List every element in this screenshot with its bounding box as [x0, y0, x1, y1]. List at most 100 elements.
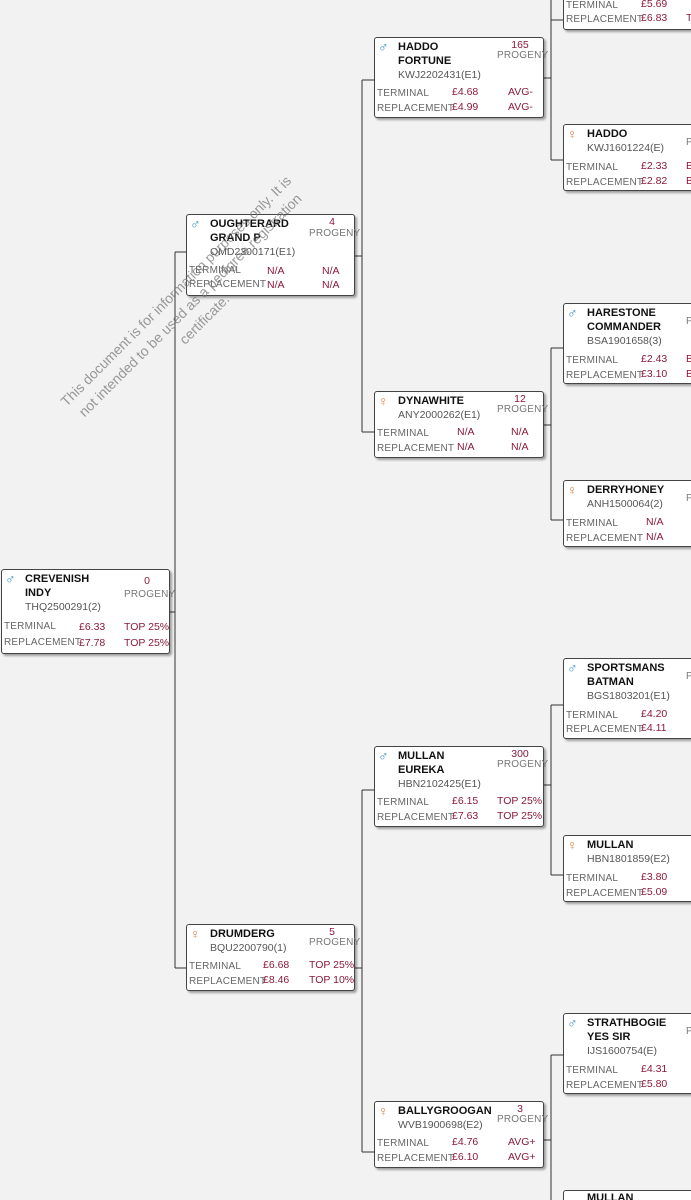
terminal-rank: TOP 25% [309, 959, 355, 971]
animal-card-drumderg[interactable]: ♀ DRUMDERG BQU2200790(1) 5 PROGENY TERMI… [186, 924, 360, 991]
terminal-label: TERMINAL [377, 88, 430, 99]
female-icon: ♀ [190, 926, 201, 942]
progeny-label: PROGENY [497, 50, 549, 61]
animal-name: MULLAN EUREKA [398, 750, 445, 776]
terminal-value: £4.20 [641, 708, 668, 720]
terminal-rank: N/A [322, 265, 340, 277]
progeny-count: 3 [517, 1103, 523, 1115]
terminal-label: TERMINAL [566, 0, 619, 11]
progeny-count: 4 [329, 216, 335, 228]
animal-card-derryhoney[interactable]: ♀ DERRYHONEY ANH1500064(2) P TERMINAL N/… [563, 480, 691, 547]
herd-number: ANH1500064(2) [587, 498, 663, 510]
terminal-value: £6.15 [452, 795, 479, 807]
animal-name: DRUMDERG [210, 928, 275, 940]
progeny-label-partial: P [686, 1026, 691, 1037]
animal-name: HADDO FORTUNE [398, 41, 452, 67]
animal-card-sportsmans-batman[interactable]: ♂ SPORTSMANS BATMAN BGS1803201(E1) P TER… [563, 658, 691, 739]
replacement-value: N/A [267, 279, 285, 291]
replacement-value: £2.82 [641, 175, 668, 187]
terminal-label: TERMINAL [566, 162, 619, 173]
replacement-value: £3.10 [641, 368, 668, 380]
replacement-label: REPLACEMENT [377, 103, 455, 114]
replacement-rank: AVG+ [508, 1151, 536, 1163]
replacement-label: REPLACEMENT [377, 443, 455, 454]
terminal-label: TERMINAL [566, 1065, 619, 1076]
progeny-label-partial: P [686, 493, 691, 504]
animal-card-oughterard-grand[interactable]: ♂ OUGHTERARD GRAND P OMD2300171(E1) 4 PR… [186, 214, 360, 296]
animal-card-harestone-commander[interactable]: ♂ HARESTONE COMMANDER BSA1901658(3) P TE… [563, 303, 691, 384]
terminal-label: TERMINAL [377, 428, 430, 439]
animal-card-ballygroogan[interactable]: ♀ BALLYGROOGAN WVB1900698(E2) 3 PROGENY … [374, 1101, 548, 1168]
replacement-label: REPLACEMENT [566, 888, 644, 899]
terminal-rank: N/A [511, 426, 529, 438]
terminal-label: TERMINAL [566, 873, 619, 884]
replacement-rank: N/A [322, 279, 340, 291]
animal-card-mullan-eureka[interactable]: ♂ MULLAN EUREKA HBN2102425(E1) 300 PROGE… [374, 746, 548, 827]
terminal-rank: B [686, 160, 691, 172]
terminal-value: £4.76 [452, 1136, 479, 1148]
herd-number: BSA1901658(3) [587, 335, 662, 347]
animal-card-strathbogie-yes-sir[interactable]: ♂ STRATHBOGIE YES SIR IJS1600754(E) P TE… [563, 1013, 691, 1094]
terminal-value: £4.68 [452, 86, 479, 98]
replacement-value: £6.10 [452, 1151, 479, 1163]
herd-number: OMD2300171(E1) [210, 246, 296, 258]
replacement-rank: AVG- [508, 101, 533, 113]
progeny-label-partial: P [686, 671, 691, 682]
replacement-label: REPLACEMENT [566, 14, 644, 25]
animal-card-haddo[interactable]: ♀ HADDO KWJ1601224(E) P TERMINAL £2.33 B… [563, 124, 691, 191]
terminal-rank: TOP 25% [497, 795, 543, 807]
replacement-label: REPLACEMENT [377, 812, 455, 823]
replacement-rank: T [686, 12, 691, 24]
replacement-label: REPLACEMENT [566, 1080, 644, 1091]
animal-card-crevenish-indy[interactable]: ♂ CREVENISH INDY THQ2500291(2) 0 PROGENY… [1, 569, 175, 654]
replacement-value: £8.46 [263, 974, 290, 986]
herd-number: IJS1600754(E) [587, 1045, 658, 1057]
replacement-rank: TOP 10% [309, 974, 355, 986]
animal-card-mullan-bottom[interactable]: MULLAN [563, 1190, 691, 1200]
female-icon: ♀ [567, 837, 578, 853]
animal-card-dynawhite[interactable]: ♀ DYNAWHITE ANY2000262(E1) 12 PROGENY TE… [374, 391, 548, 458]
animal-name: MULLAN [587, 839, 634, 851]
terminal-label: TERMINAL [377, 1138, 430, 1149]
replacement-value: £4.11 [641, 722, 667, 734]
herd-number: KWJ1601224(E) [587, 142, 665, 154]
animal-card-haddo-fortune[interactable]: ♂ HADDO FORTUNE KWJ2202431(E1) 165 PROGE… [374, 37, 548, 118]
progeny-count: 0 [144, 575, 150, 587]
terminal-rank: AVG- [508, 86, 533, 98]
terminal-value: £5.69 [641, 0, 668, 10]
male-icon: ♂ [5, 571, 16, 587]
progeny-label: PROGENY [309, 228, 361, 239]
replacement-label: REPLACEMENT [566, 724, 644, 735]
female-icon: ♀ [567, 482, 578, 498]
replacement-rank: TOP 25% [497, 810, 543, 822]
animal-name: DERRYHONEY [587, 484, 665, 496]
replacement-value: £7.63 [452, 810, 479, 822]
replacement-value: N/A [646, 531, 664, 543]
herd-number: HBN1801859(E2) [587, 853, 670, 865]
herd-number: BQU2200790(1) [210, 942, 287, 954]
progeny-label: PROGENY [497, 1114, 549, 1125]
terminal-value: £6.68 [263, 959, 290, 971]
female-icon: ♀ [378, 1103, 389, 1119]
terminal-value: £6.33 [79, 621, 106, 633]
animal-name: CREVENISH INDY [25, 573, 90, 599]
replacement-label: REPLACEMENT [566, 533, 644, 544]
animal-card-top-partial[interactable]: TERMINAL £5.69 REPLACEMENT £6.83 T [563, 0, 691, 30]
herd-number: KWJ2202431(E1) [398, 69, 481, 81]
terminal-value: N/A [646, 516, 664, 528]
animal-name: DYNAWHITE [398, 395, 464, 407]
replacement-label: REPLACEMENT [566, 177, 644, 188]
herd-number: WVB1900698(E2) [398, 1119, 483, 1131]
replacement-label: REPLACEMENT [4, 637, 82, 648]
animal-card-mullan[interactable]: ♀ MULLAN HBN1801859(E2) TERMINAL £3.80 R… [563, 835, 691, 902]
male-icon: ♂ [190, 216, 201, 232]
male-icon: ♂ [567, 660, 578, 676]
terminal-rank: AVG+ [508, 1136, 536, 1148]
replacement-rank: N/A [511, 441, 529, 453]
progeny-count: 165 [511, 39, 529, 51]
progeny-count: 5 [329, 926, 335, 938]
replacement-rank: B [686, 175, 691, 187]
replacement-value: £5.09 [641, 886, 668, 898]
terminal-value: £3.80 [641, 871, 668, 883]
